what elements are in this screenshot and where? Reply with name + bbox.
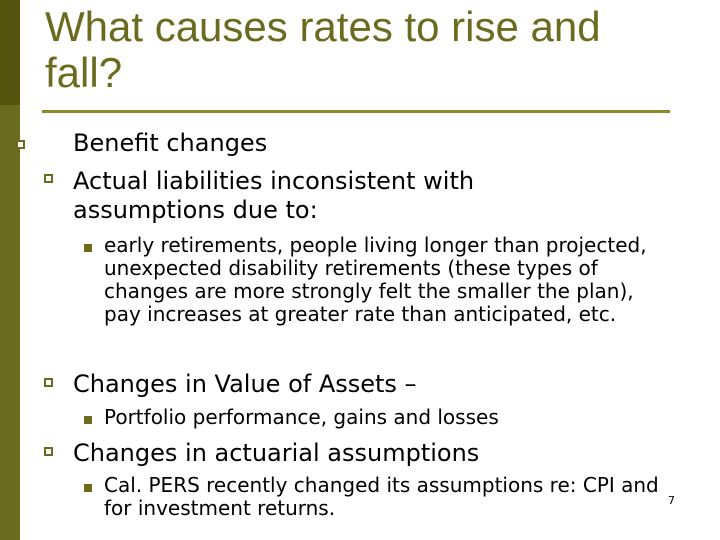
- bullet-value-of-assets: Changes in Value of Assets –: [73, 370, 417, 398]
- left-accent-bar-top: [0, 0, 20, 105]
- sub-bullet-square-icon: [84, 484, 92, 492]
- sub-bullet-square-icon: [84, 244, 92, 252]
- left-accent-bar: [0, 0, 20, 540]
- bullet-square-icon: [44, 447, 53, 456]
- title-underline: [42, 110, 670, 113]
- bullet-actuarial-assumptions: Changes in actuarial assumptions: [73, 439, 480, 467]
- bullet-square-icon: [44, 378, 53, 387]
- slide-title: What causes rates to rise and fall?: [45, 3, 601, 96]
- bullet-benefit-changes: Benefit changes: [73, 129, 268, 157]
- bullet-square-icon: [44, 174, 53, 183]
- sub-bullet-calpers: Cal. PERS recently changed its assumptio…: [104, 473, 659, 520]
- bullet-square-icon: [16, 140, 25, 149]
- page-number: 7: [668, 494, 675, 507]
- sub-bullet-portfolio-performance: Portfolio performance, gains and losses: [104, 405, 499, 429]
- sub-bullet-early-retirements: early retirements, people living longer …: [104, 233, 647, 326]
- bullet-actual-liabilities: Actual liabilities inconsistent with ass…: [73, 167, 475, 224]
- sub-bullet-square-icon: [84, 416, 92, 424]
